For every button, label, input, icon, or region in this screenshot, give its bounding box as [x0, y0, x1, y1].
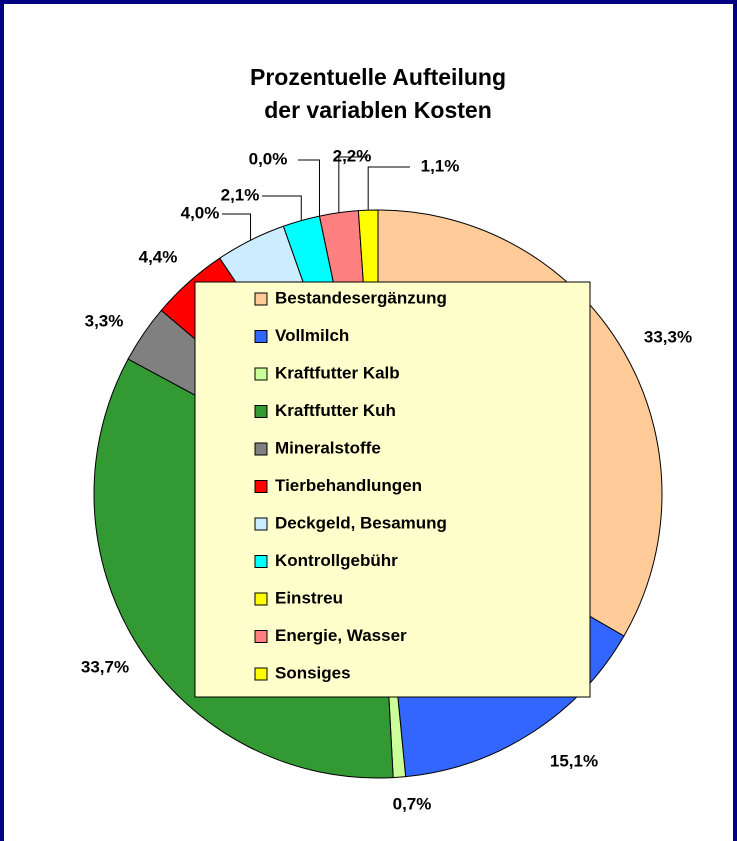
legend-swatch: [254, 517, 268, 531]
data-label: 3,3%: [85, 311, 124, 330]
legend-swatch: [254, 592, 268, 606]
legend-label: Sonsiges: [275, 663, 351, 682]
legend-label: Kontrollgebühr: [275, 551, 398, 570]
legend-swatch: [254, 667, 268, 681]
legend-swatch: [254, 330, 268, 343]
legend-swatch: [254, 405, 268, 418]
legend-label: Energie, Wasser: [275, 626, 407, 645]
legend-label: Tierbehandlungen: [275, 476, 422, 495]
legend-swatch: [254, 480, 268, 493]
leader-line: [367, 166, 410, 211]
legend-label: Kraftfutter Kalb: [275, 363, 400, 382]
leader-line: [222, 213, 252, 241]
data-label: 2,1%: [221, 185, 260, 204]
data-label: 4,0%: [181, 203, 220, 222]
legend-label: Vollmilch: [275, 326, 349, 345]
data-label: 2,2%: [333, 146, 372, 165]
legend-label: Mineralstoffe: [275, 438, 381, 457]
data-label: 4,4%: [139, 247, 178, 266]
data-label: 1,1%: [421, 156, 460, 175]
leader-line: [338, 156, 368, 213]
legend-swatch: [254, 367, 268, 381]
data-label: 0,7%: [393, 794, 432, 813]
leader-line: [298, 159, 320, 217]
chart-title: der variablen Kosten: [264, 97, 492, 123]
legend-label: Einstreu: [275, 588, 343, 607]
legend-swatch: [254, 442, 268, 456]
chart-title: Prozentuelle Aufteilung: [250, 64, 506, 90]
legend-swatch: [254, 555, 268, 568]
legend-label: Bestandesergänzung: [275, 288, 447, 307]
legend-label: Kraftfutter Kuh: [275, 401, 396, 420]
legend-swatch: [254, 292, 268, 306]
legend-swatch: [254, 630, 268, 643]
data-label: 15,1%: [550, 751, 598, 770]
leader-line: [262, 195, 302, 221]
data-label: 33,3%: [644, 327, 692, 346]
data-label: 0,0%: [249, 149, 288, 168]
data-label: 33,7%: [81, 657, 129, 676]
legend-label: Deckgeld, Besamung: [275, 513, 447, 532]
